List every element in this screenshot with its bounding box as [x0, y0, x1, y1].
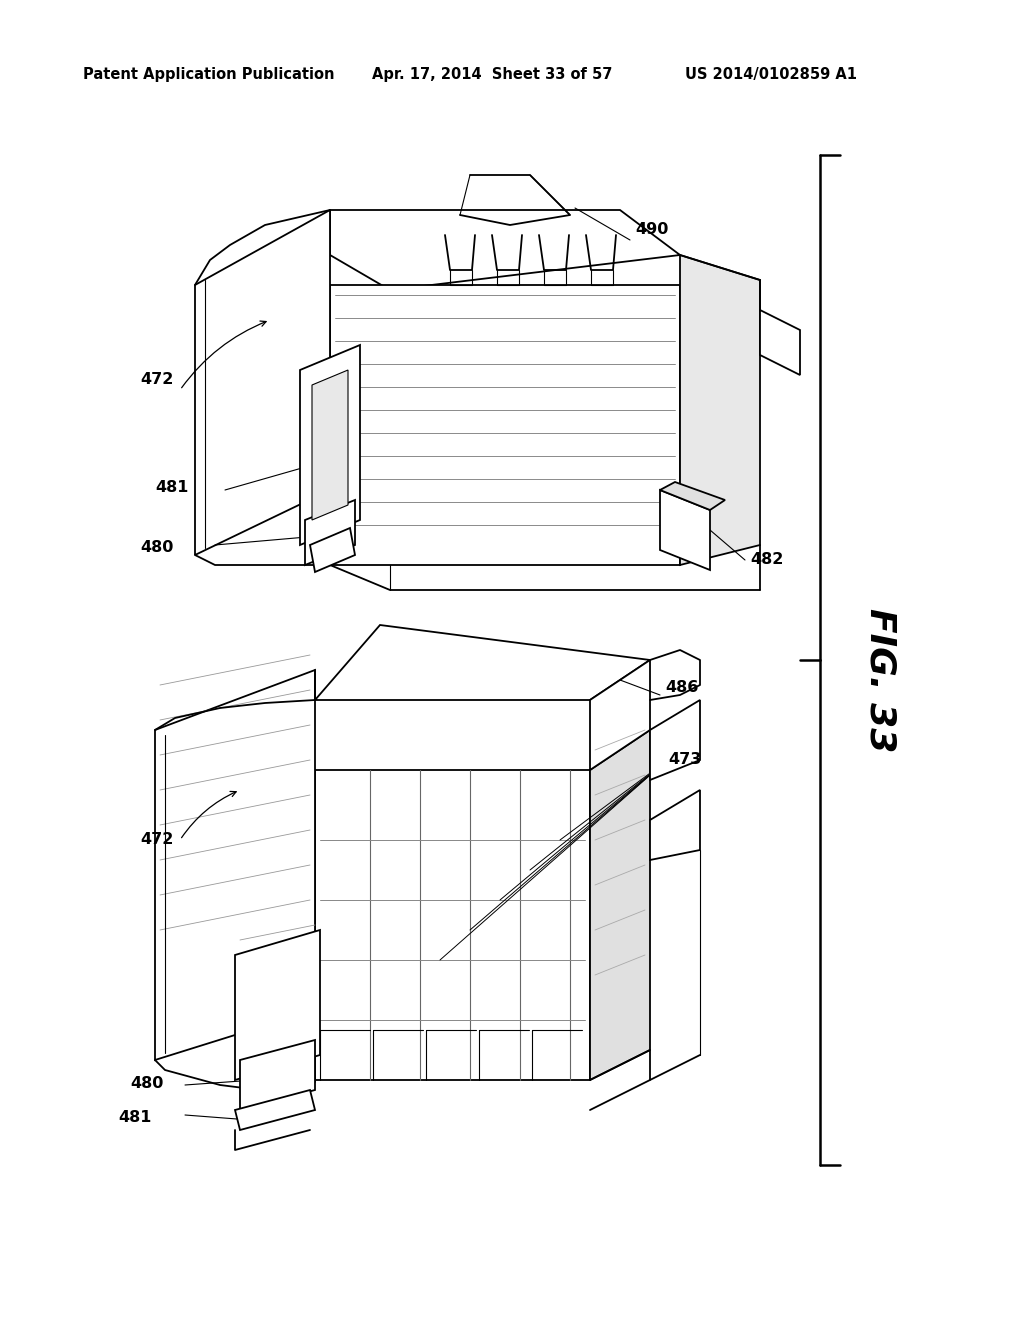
- Text: 480: 480: [140, 540, 173, 556]
- Polygon shape: [680, 255, 760, 565]
- Polygon shape: [330, 210, 680, 290]
- Polygon shape: [660, 482, 725, 510]
- Polygon shape: [650, 700, 700, 780]
- Text: 480: 480: [130, 1076, 164, 1090]
- Text: 472: 472: [140, 372, 173, 388]
- Text: 481: 481: [118, 1110, 152, 1126]
- Polygon shape: [590, 660, 650, 770]
- Text: 473: 473: [668, 752, 701, 767]
- Polygon shape: [305, 500, 355, 565]
- Text: 490: 490: [635, 223, 669, 238]
- Polygon shape: [660, 490, 710, 570]
- Text: 481: 481: [155, 480, 188, 495]
- Polygon shape: [330, 285, 680, 565]
- Text: 486: 486: [665, 681, 698, 696]
- Text: US 2014/0102859 A1: US 2014/0102859 A1: [685, 67, 857, 82]
- Text: Patent Application Publication: Patent Application Publication: [83, 67, 335, 82]
- Polygon shape: [312, 370, 348, 520]
- Polygon shape: [234, 931, 319, 1080]
- Polygon shape: [310, 528, 355, 572]
- Text: FIG. 33: FIG. 33: [863, 607, 897, 752]
- Polygon shape: [315, 624, 650, 700]
- Polygon shape: [234, 1090, 315, 1130]
- Polygon shape: [315, 770, 590, 1080]
- Polygon shape: [590, 730, 650, 1080]
- Text: 472: 472: [140, 833, 173, 847]
- Polygon shape: [195, 210, 330, 554]
- Polygon shape: [240, 1040, 315, 1110]
- Polygon shape: [155, 671, 315, 1060]
- Polygon shape: [760, 310, 800, 375]
- Text: Apr. 17, 2014  Sheet 33 of 57: Apr. 17, 2014 Sheet 33 of 57: [372, 67, 612, 82]
- Polygon shape: [650, 789, 700, 861]
- Polygon shape: [300, 345, 360, 545]
- Text: 482: 482: [750, 553, 783, 568]
